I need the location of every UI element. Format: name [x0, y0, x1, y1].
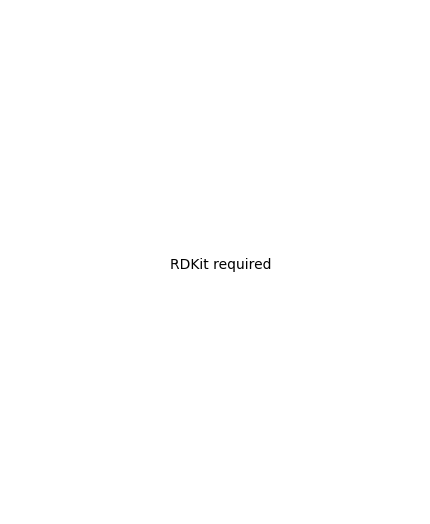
- Text: RDKit required: RDKit required: [169, 258, 271, 271]
